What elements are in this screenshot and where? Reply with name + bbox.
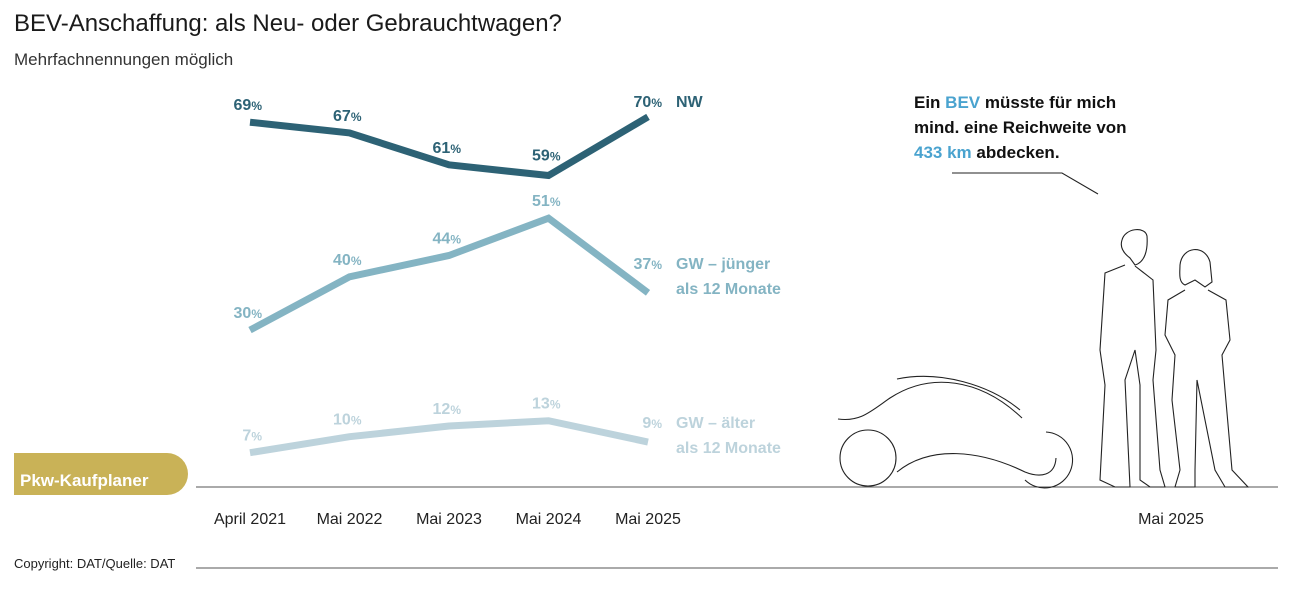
chart-subtitle: Mehrfachnennungen möglich xyxy=(14,50,234,69)
series-line xyxy=(249,417,649,457)
person-woman xyxy=(1179,249,1213,288)
data-label: 59% xyxy=(532,148,561,165)
range-quote: Ein BEV müsste für mich mind. eine Reich… xyxy=(914,90,1144,165)
pkw-kaufplaner-badge: Pkw-Kaufplaner xyxy=(14,453,188,495)
data-label: 12% xyxy=(433,401,462,418)
quote-text: müsste für mich mind. eine Reichweite vo… xyxy=(914,93,1127,137)
data-label: 10% xyxy=(333,412,362,429)
chart-title: BEV-Anschaffung: als Neu- oder Gebraucht… xyxy=(14,10,562,37)
quote-text: abdecken. xyxy=(971,143,1060,162)
data-label: 69% xyxy=(234,97,263,114)
illustration xyxy=(837,172,1250,489)
data-label: 37% xyxy=(634,256,663,273)
quote-highlight-range: 433 km xyxy=(914,143,972,162)
speech-pointer xyxy=(952,172,1099,195)
data-label: 67% xyxy=(333,108,362,125)
data-label: 7% xyxy=(242,428,262,445)
x-tick-label: Mai 2022 xyxy=(317,511,383,528)
quote-highlight-bev: BEV xyxy=(945,93,981,112)
series-legend-label: GW – jünger xyxy=(676,256,770,273)
series-legend-label: als 12 Monate xyxy=(676,440,781,457)
series-legend-label: NW xyxy=(676,94,704,111)
data-label: 44% xyxy=(433,230,462,247)
x-tick-label: Mai 2024 xyxy=(516,511,582,528)
data-label: 9% xyxy=(642,415,662,432)
data-label: 51% xyxy=(532,193,561,210)
data-label: 61% xyxy=(433,140,462,157)
quote-text: Ein xyxy=(914,93,946,112)
data-label: 40% xyxy=(333,252,362,269)
car-front-wheel xyxy=(839,429,897,487)
x-tick-label: April 2021 xyxy=(214,511,286,528)
series-legend-label: GW – älter xyxy=(676,415,755,432)
badge-label: Pkw-Kaufplaner xyxy=(20,471,149,490)
series-line xyxy=(249,113,650,180)
x-tick-label: Mai 2025 xyxy=(615,511,681,528)
data-label: 13% xyxy=(532,396,561,413)
copyright: Copyright: DAT/Quelle: DAT xyxy=(14,556,176,571)
data-label: 70% xyxy=(634,94,663,111)
x-tick-label: Mai 2023 xyxy=(416,511,482,528)
car-roof xyxy=(837,381,1023,421)
series-legend-label: als 12 Monate xyxy=(676,281,781,298)
series-line xyxy=(248,214,651,334)
person-man xyxy=(1120,229,1148,266)
data-label: 30% xyxy=(234,305,263,322)
